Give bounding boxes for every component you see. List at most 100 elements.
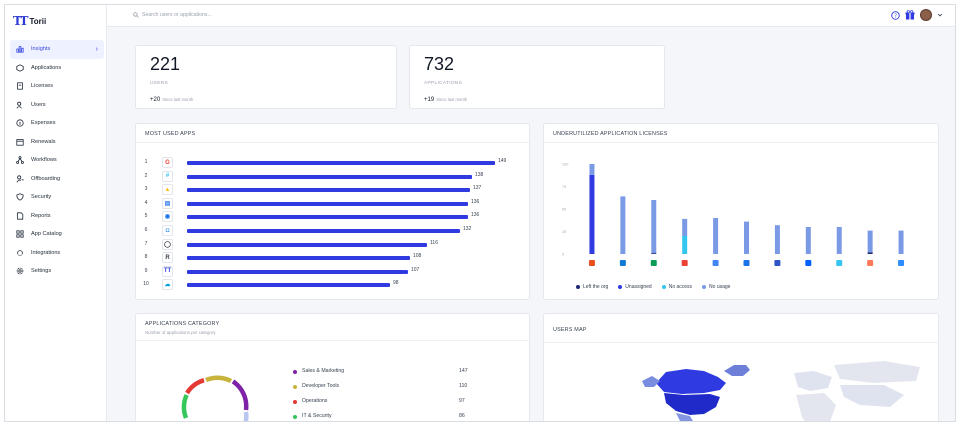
sidebar-item-app-catalog[interactable]: App Catalog — [10, 225, 104, 244]
app-usage-row[interactable]: 5 ◉ 136 — [136, 210, 528, 224]
sidebar-item-insights[interactable]: Insights › — [10, 40, 104, 59]
sidebar-item-users[interactable]: Users — [10, 96, 104, 115]
categories-title: APPLICATIONS CATEGORY — [145, 321, 220, 327]
app-rank: 5 — [144, 213, 148, 220]
search-bar[interactable]: Search users or applications... — [133, 12, 212, 18]
atlassian-icon — [774, 260, 781, 266]
sidebar-item-label: Offboarding — [31, 175, 61, 182]
sidebar-item-label: Users — [31, 101, 46, 108]
docs-icon — [712, 260, 719, 266]
app-rank: 8 — [144, 254, 148, 261]
legend-label: Left the org — [583, 284, 609, 290]
sidebar-item-renewals[interactable]: Renewals — [10, 133, 104, 152]
bar-segment — [836, 227, 842, 254]
help-icon[interactable]: ? — [891, 10, 900, 20]
category-value: 86 — [459, 413, 465, 419]
legend-swatch — [618, 285, 623, 289]
bar-segment — [620, 196, 626, 254]
sidebar-item-expenses[interactable]: $ Expenses — [10, 114, 104, 133]
users-count: 221 — [150, 54, 181, 74]
license-icon — [16, 82, 24, 90]
app-usage-row[interactable]: 8 R 108 — [136, 251, 528, 265]
category-row[interactable]: Developer Tools 110 — [293, 382, 473, 394]
divider — [544, 342, 938, 343]
app-usage-row[interactable]: 10 ☁ 98 — [136, 278, 528, 292]
category-name: IT & Security — [302, 413, 332, 419]
applications-label: APPLICATIONS — [424, 81, 463, 86]
calendar-icon — [16, 138, 24, 146]
report-icon — [16, 212, 24, 220]
usage-bar — [187, 174, 472, 179]
y-tick-label: 50 — [562, 208, 566, 212]
sidebar-item-integrations[interactable]: Integrations — [10, 244, 104, 263]
sidebar-item-applications[interactable]: Applications — [10, 59, 104, 78]
app-usage-row[interactable]: 4 ▤ 136 — [136, 197, 528, 211]
y-tick-label: 100 — [562, 163, 568, 167]
users-map-card: USERS MAP — [543, 313, 939, 421]
sidebar-item-settings[interactable]: Settings — [10, 262, 104, 281]
category-donut-chart — [181, 375, 249, 421]
donut-segment-it-security — [181, 394, 189, 419]
app-usage-row[interactable]: 7 ◯ 116 — [136, 238, 528, 252]
sidebar-item-label: Licenses — [31, 83, 54, 90]
sidebar-item-licenses[interactable]: Licenses — [10, 77, 104, 96]
divider — [544, 142, 938, 143]
legend-item[interactable]: No access — [661, 284, 692, 290]
app-usage-row[interactable]: 1 G 149 — [136, 156, 528, 170]
category-row[interactable]: IT & Security 86 — [293, 412, 473, 421]
chart-legend: Left the org Unassigned No access No usage — [576, 284, 730, 290]
category-row[interactable]: Operations 97 — [293, 397, 473, 409]
legend-item[interactable]: Unassigned — [618, 284, 652, 290]
chevron-right-icon: › — [95, 45, 98, 53]
sidebar-item-offboarding[interactable]: Offboarding — [10, 170, 104, 189]
legend-swatch — [661, 285, 666, 289]
sidebar-item-security[interactable]: Security — [10, 188, 104, 207]
app-usage-row[interactable]: 9 TT 107 — [136, 265, 528, 279]
bar-segment — [867, 252, 873, 254]
app-usage-row[interactable]: 3 ▲ 137 — [136, 183, 528, 197]
avatar[interactable] — [920, 9, 932, 21]
integration-icon — [16, 249, 24, 257]
meet-icon: ◘ — [162, 225, 173, 236]
bar-segment — [744, 221, 749, 254]
logo[interactable]: TT Torii — [13, 14, 46, 28]
y-tick-label: 25 — [562, 230, 566, 234]
usage-value: 132 — [463, 226, 472, 232]
usage-value: 136 — [471, 198, 480, 205]
header-actions: ? — [891, 9, 943, 21]
app-rank: 10 — [143, 281, 149, 288]
app-usage-row[interactable]: 2 #138 — [136, 170, 528, 184]
applications-stat-card[interactable]: 732 APPLICATIONS +19 Since last month — [409, 45, 665, 109]
legend-item[interactable]: Left the org — [576, 284, 608, 290]
app-usage-row[interactable]: 6 ◘ 132 — [136, 224, 528, 238]
bar-segment — [651, 200, 657, 254]
bar-segment — [898, 230, 904, 254]
map-europe — [794, 371, 832, 391]
r-icon: R — [162, 252, 173, 264]
windows-icon — [619, 260, 626, 266]
map-russia — [834, 361, 920, 383]
users-map-title: USERS MAP — [553, 327, 587, 333]
sidebar-item-reports[interactable]: Reports — [10, 207, 104, 226]
users-stat-card[interactable]: 221 USERS +20 Since last month — [135, 45, 397, 109]
legend-item[interactable]: No usage — [702, 284, 730, 290]
slack-icon — [836, 260, 843, 266]
usage-value: 98 — [393, 280, 399, 287]
usage-value: 138 — [475, 171, 484, 178]
underutilized-title: UNDERUTILIZED APPLICATION LICENSES — [553, 131, 668, 137]
category-row[interactable]: Sales & Marketing 147 — [293, 367, 473, 379]
donut-segment-other — [243, 411, 249, 421]
chevron-down-icon[interactable] — [937, 12, 943, 18]
search-input[interactable]: Search users or applications... — [142, 12, 212, 18]
category-swatch — [293, 385, 297, 389]
usage-bar — [187, 229, 460, 233]
app-rank: 3 — [144, 186, 148, 193]
legend-label: Unassigned — [625, 284, 652, 290]
gift-icon[interactable] — [905, 10, 915, 20]
applications-category-card: APPLICATIONS CATEGORY Number of applicat… — [135, 313, 530, 421]
app-rank: 4 — [144, 199, 148, 206]
app-rank: 2 — [144, 172, 148, 179]
sidebar-item-workflows[interactable]: Workflows — [10, 151, 104, 170]
sidebar-item-label: Applications — [31, 64, 62, 71]
torii-logo-icon: TT — [13, 14, 29, 28]
